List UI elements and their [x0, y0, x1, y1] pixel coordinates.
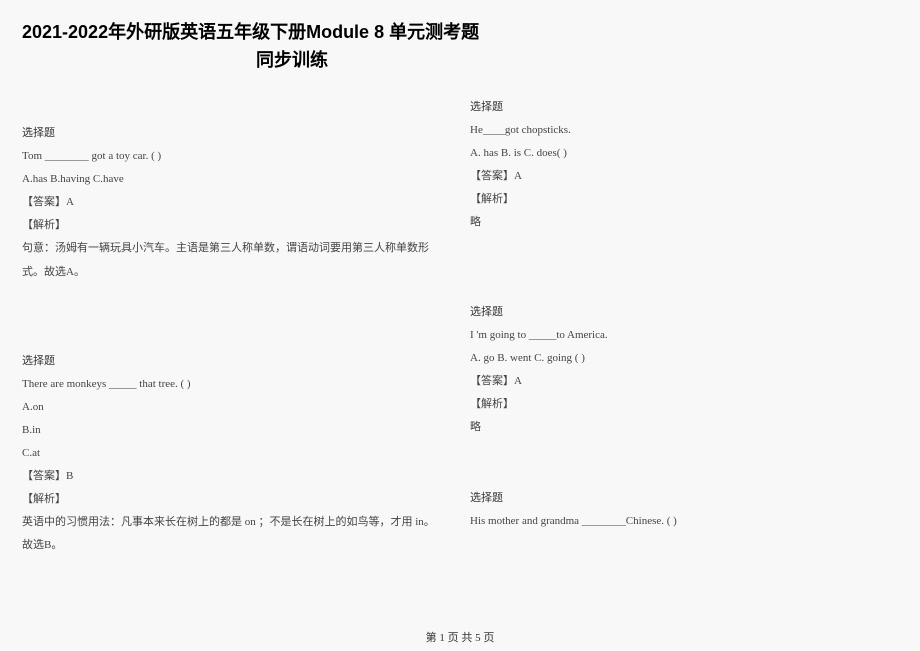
question-option: A.on: [22, 396, 442, 419]
analysis-text: 句意：汤姆有一辆玩具小汽车。主语是第三人称单数，谓语动词要用第三人称单数形式。故…: [22, 237, 442, 283]
main-title: 2021-2022年外研版英语五年级下册Module 8 单元测考题: [22, 18, 890, 44]
analysis-text: 略: [470, 211, 890, 234]
question-type-label: 选择题: [470, 96, 890, 119]
question-stem: I 'm going to _____to America.: [470, 324, 890, 347]
answer-label: 【答案】A: [22, 191, 442, 214]
question-type-label: 选择题: [470, 301, 890, 324]
question-1: 选择题 Tom ________ got a toy car. ( ) A.ha…: [22, 122, 442, 284]
analysis-label: 【解析】: [22, 214, 442, 237]
answer-label: 【答案】B: [22, 465, 442, 488]
question-4: 选择题 I 'm going to _____to America. A. go…: [470, 301, 890, 440]
analysis-label: 【解析】: [470, 393, 890, 416]
question-stem: He____got chopsticks.: [470, 119, 890, 142]
question-options: A. go B. went C. going ( ): [470, 347, 890, 370]
analysis-label: 【解析】: [22, 488, 442, 511]
sub-title: 同步训练: [22, 46, 562, 72]
left-column: 选择题 Tom ________ got a toy car. ( ) A.ha…: [22, 96, 442, 588]
right-column: 选择题 He____got chopsticks. A. has B. is C…: [470, 96, 890, 588]
page-footer: 第 1 页 共 5 页: [0, 629, 920, 645]
question-options: A.has B.having C.have: [22, 168, 442, 191]
question-stem: There are monkeys _____ that tree. ( ): [22, 373, 442, 396]
question-options: A. has B. is C. does( ): [470, 142, 890, 165]
question-stem: His mother and grandma ________Chinese. …: [470, 510, 890, 533]
answer-label: 【答案】A: [470, 165, 890, 188]
question-5: 选择题 His mother and grandma ________Chine…: [470, 487, 890, 533]
question-3: 选择题 He____got chopsticks. A. has B. is C…: [470, 96, 890, 235]
question-2: 选择题 There are monkeys _____ that tree. (…: [22, 350, 442, 558]
question-type-label: 选择题: [22, 122, 442, 145]
analysis-text: 略: [470, 416, 890, 439]
question-stem: Tom ________ got a toy car. ( ): [22, 145, 442, 168]
content-columns: 选择题 Tom ________ got a toy car. ( ) A.ha…: [22, 96, 890, 588]
question-type-label: 选择题: [470, 487, 890, 510]
question-option: C.at: [22, 442, 442, 465]
analysis-label: 【解析】: [470, 188, 890, 211]
question-option: B.in: [22, 419, 442, 442]
answer-label: 【答案】A: [470, 370, 890, 393]
analysis-text: 英语中的习惯用法：凡事本来长在树上的都是 on ；不是长在树上的如鸟等，才用 i…: [22, 511, 442, 557]
question-type-label: 选择题: [22, 350, 442, 373]
